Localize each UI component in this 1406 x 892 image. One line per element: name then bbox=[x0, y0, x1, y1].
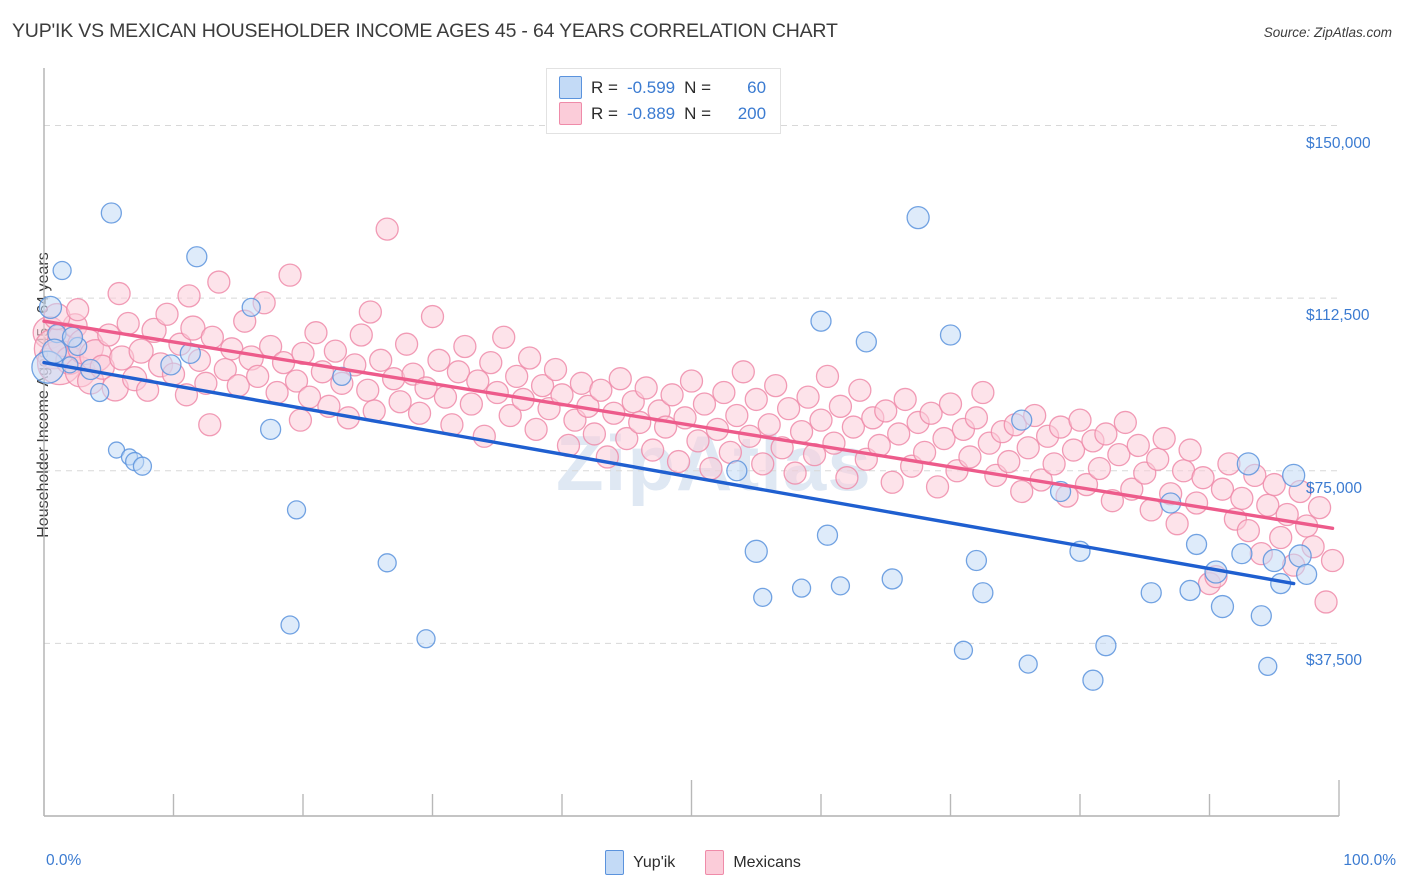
y-tick-label: $112,500 bbox=[1306, 307, 1370, 325]
y-tick-label: $75,000 bbox=[1306, 479, 1363, 497]
stats-row-mexicans: R = -0.889 N = 200 bbox=[559, 102, 766, 125]
legend-label-yupik: Yup'ik bbox=[633, 853, 676, 871]
page-title: YUP'IK VS MEXICAN HOUSEHOLDER INCOME AGE… bbox=[12, 20, 838, 42]
n-label-mexicans: N = bbox=[684, 103, 712, 123]
n-value-mexicans: 200 bbox=[737, 103, 767, 123]
r-value-yupik: -0.599 bbox=[626, 77, 676, 97]
swatch-mexicans-icon bbox=[559, 102, 582, 125]
trendline-mexicans bbox=[42, 319, 1335, 531]
y-tick-label: $150,000 bbox=[1306, 134, 1371, 152]
stats-row-yupik: R = -0.599 N = 60 bbox=[559, 76, 766, 99]
swatch-yupik-icon bbox=[559, 76, 582, 99]
scatter-canvas bbox=[31, 68, 1345, 817]
gridlines bbox=[44, 125, 1339, 644]
y-tick-label: $37,500 bbox=[1306, 652, 1363, 670]
legend-swatch-mexicans-icon bbox=[705, 850, 725, 875]
n-value-yupik: 60 bbox=[747, 77, 767, 97]
source-attribution: Source: ZipAtlas.com bbox=[1263, 25, 1392, 40]
legend-item-yupik[interactable]: Yup'ik bbox=[605, 850, 675, 875]
r-value-mexicans: -0.889 bbox=[626, 103, 676, 123]
plot-area bbox=[31, 68, 1345, 817]
x-axis-min-label: 0.0% bbox=[46, 852, 82, 869]
r-label-mexicans: R = bbox=[591, 103, 618, 123]
data-points-yupik bbox=[31, 202, 1318, 691]
r-label-yupik: R = bbox=[591, 77, 618, 97]
legend-item-mexicans[interactable]: Mexicans bbox=[705, 850, 801, 875]
series-legend: Yup'ik Mexicans bbox=[0, 850, 1406, 875]
legend-label-mexicans: Mexicans bbox=[733, 853, 801, 871]
x-axis-max-label: 100.0% bbox=[1343, 852, 1396, 869]
correlation-stats-box: R = -0.599 N = 60 R = -0.889 N = 200 bbox=[546, 68, 782, 134]
legend-swatch-yupik-icon bbox=[605, 850, 625, 875]
x-axis-ticks bbox=[43, 780, 1340, 816]
trendline-yupik bbox=[42, 360, 1296, 586]
data-points-mexicans bbox=[32, 217, 1345, 614]
n-label-yupik: N = bbox=[684, 77, 712, 97]
